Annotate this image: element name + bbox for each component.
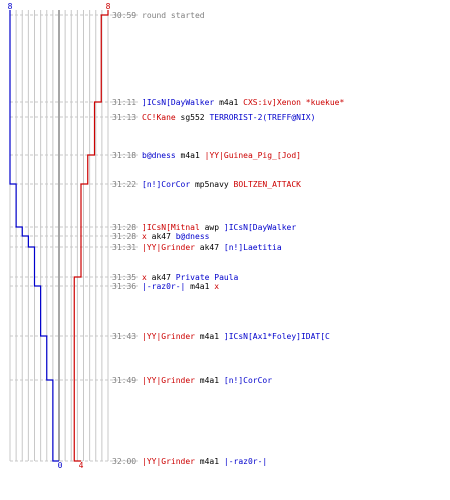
blue-team-alive-line bbox=[9, 10, 59, 462]
event-text: [n!]CorCor mp5navy BOLTZEN_ATTACK bbox=[142, 180, 301, 189]
event-part: ]ICsN[DayWalker bbox=[142, 98, 214, 107]
event-time: 31:13 bbox=[112, 113, 136, 122]
event-part: CXS:iv]Xenon *kuekue* bbox=[243, 98, 344, 107]
event-text: b@dness m4a1 |YY|Guinea_Pig_[Jod] bbox=[142, 151, 301, 160]
event-part: |-raz0r-| bbox=[142, 282, 185, 291]
event-part: ak47 bbox=[147, 273, 176, 282]
event-part: [n!]Laetitia bbox=[224, 243, 282, 252]
event-part: m4a1 bbox=[185, 282, 214, 291]
event-part: |YY|Grinder bbox=[142, 332, 195, 341]
event-part: m4a1 bbox=[195, 376, 224, 385]
event-part: round started bbox=[142, 11, 205, 20]
red-start-count: 8 bbox=[106, 2, 111, 11]
event-part: BOLTZEN_ATTACK bbox=[234, 180, 302, 189]
event-time: 31:43 bbox=[112, 332, 136, 341]
event-part: [n!]CorCor bbox=[142, 180, 190, 189]
event-part: |YY|Grinder bbox=[142, 457, 195, 466]
event-part: ]ICsN[DayWalker bbox=[224, 223, 296, 232]
event-part: ak47 bbox=[195, 243, 224, 252]
event-part: TERRORIST-2(TREFF@NIX) bbox=[209, 113, 315, 122]
event-part: [n!]CorCor bbox=[224, 376, 272, 385]
event-time: 31:49 bbox=[112, 376, 136, 385]
event-part: sg552 bbox=[176, 113, 210, 122]
red-end-count: 4 bbox=[79, 461, 84, 470]
event-part: x bbox=[142, 232, 147, 241]
event-text: |YY|Grinder m4a1 ]ICsN[Ax1*Foley]IDAT[C bbox=[142, 332, 330, 341]
event-text: ]ICsN[DayWalker m4a1 CXS:iv]Xenon *kueku… bbox=[142, 98, 344, 107]
event-time: 31:36 bbox=[112, 282, 136, 291]
event-time: 30:59 bbox=[112, 11, 136, 20]
event-part: |YY|Guinea_Pig_[Jod] bbox=[205, 151, 301, 160]
event-part: CC!Kane bbox=[142, 113, 176, 122]
event-part: b@dness bbox=[176, 232, 210, 241]
event-part: m4a1 bbox=[195, 457, 224, 466]
event-part: |YY|Grinder bbox=[142, 376, 195, 385]
event-text: |YY|Grinder ak47 [n!]Laetitia bbox=[142, 243, 282, 252]
event-part: |-raz0r-| bbox=[224, 457, 267, 466]
event-time: 31:28 bbox=[112, 232, 136, 241]
event-part: |YY|Grinder bbox=[142, 243, 195, 252]
event-text: x ak47 b@dness bbox=[142, 232, 210, 241]
event-part: m4a1 bbox=[195, 332, 224, 341]
event-part: b@dness bbox=[142, 151, 176, 160]
red-team-alive-line bbox=[73, 10, 109, 462]
event-time: 31:11 bbox=[112, 98, 136, 107]
event-time: 31:28 bbox=[112, 223, 136, 232]
event-time: 31:35 bbox=[112, 273, 136, 282]
event-text: x ak47 Private Paula bbox=[142, 273, 239, 282]
event-time: 31:18 bbox=[112, 151, 136, 160]
event-time: 31:22 bbox=[112, 180, 136, 189]
event-part: ]ICsN[Ax1*Foley]IDAT[C bbox=[224, 332, 330, 341]
blue-end-count: 0 bbox=[58, 461, 63, 470]
blue-start-count: 8 bbox=[8, 2, 13, 11]
event-time: 31:31 bbox=[112, 243, 136, 252]
event-part: x bbox=[214, 282, 219, 291]
event-part: ak47 bbox=[147, 232, 176, 241]
event-text: CC!Kane sg552 TERRORIST-2(TREFF@NIX) bbox=[142, 113, 315, 122]
event-part: ]ICsN[Mitnal bbox=[142, 223, 200, 232]
event-part: Private Paula bbox=[176, 273, 239, 282]
event-part: awp bbox=[200, 223, 224, 232]
event-time: 32:00 bbox=[112, 457, 136, 466]
event-text: |YY|Grinder m4a1 [n!]CorCor bbox=[142, 376, 272, 385]
event-part: m4a1 bbox=[176, 151, 205, 160]
event-text: |YY|Grinder m4a1 |-raz0r-| bbox=[142, 457, 267, 466]
event-text: ]ICsN[Mitnal awp ]ICsN[DayWalker bbox=[142, 223, 296, 232]
event-part: m4a1 bbox=[214, 98, 243, 107]
event-text: round started bbox=[142, 11, 205, 20]
event-part: x bbox=[142, 273, 147, 282]
event-text: |-raz0r-| m4a1 x bbox=[142, 282, 219, 291]
event-part: mp5navy bbox=[190, 180, 233, 189]
